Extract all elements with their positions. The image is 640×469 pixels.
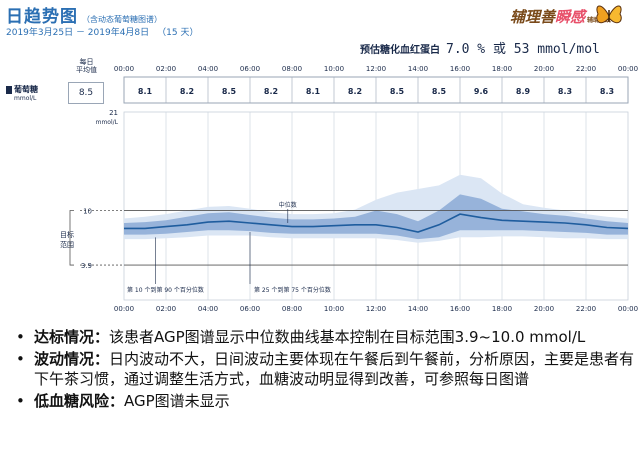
x-tick-label-bottom: 22:00 <box>576 305 596 313</box>
y-tick-3-9: 3.9 <box>81 262 92 270</box>
daily-avg-value: 8.5 <box>432 87 447 96</box>
x-tick-label: 02:00 <box>156 65 176 73</box>
days-count: （15 天） <box>157 28 199 38</box>
band-25-75 <box>124 194 628 240</box>
glucose-unit: mmol/L <box>14 95 37 102</box>
x-tick-label: 18:00 <box>492 65 512 73</box>
butterfly-icon <box>596 5 622 24</box>
date-range: 2019年3月25日 － 2019年4月8日 （15 天） <box>6 25 199 38</box>
x-tick-label-bottom: 14:00 <box>408 305 428 313</box>
daily-avg-label-2: 平均值 <box>76 66 97 74</box>
x-tick-label: 06:00 <box>240 65 260 73</box>
x-tick-label: 08:00 <box>282 65 302 73</box>
daily-avg-label-1: 每日 <box>79 58 94 66</box>
daily-avg-value: 8.5 <box>390 87 405 96</box>
logo-text-b: 瞬感 <box>555 8 586 26</box>
title-subtitle: （含动态葡萄糖图谱） <box>82 15 162 24</box>
daily-avg-value: 8.3 <box>558 87 572 96</box>
note-fluctuation-key: 波动情况： <box>34 350 110 368</box>
glucose-row-label: 葡萄糖 mmol/L <box>6 84 38 102</box>
daily-avg-value: 8.2 <box>348 87 362 96</box>
x-tick-label: 20:00 <box>534 65 554 73</box>
hba1c-label: 预估糖化血红蛋白 <box>360 45 440 56</box>
hba1c-value: 7.0 % 或 53 mmol/mol <box>446 42 600 57</box>
band-inner-label: 第 25 个到第 75 个百分位数 <box>254 286 331 294</box>
target-label-2: 范围 <box>60 241 74 249</box>
daily-avg-value: 8.3 <box>600 87 614 96</box>
daily-avg-header: 每日 平均值 <box>76 58 97 74</box>
band-outer-label: 第 10 个到第 90 个百分位数 <box>127 286 204 294</box>
target-range-label: 目标 范围 <box>60 230 74 250</box>
x-tick-label: 00:00 <box>114 65 134 73</box>
note-hypo-key: 低血糖风险： <box>34 392 125 410</box>
hba1c-estimate: 预估糖化血红蛋白 7.0 % 或 53 mmol/mol <box>360 38 600 57</box>
date-range-text: 2019年3月25日 － 2019年4月8日 <box>6 28 150 38</box>
daily-avg-value: 8.9 <box>516 87 531 96</box>
x-tick-label-bottom: 00:00 <box>114 305 134 313</box>
y-unit-label: mmol/L <box>96 119 119 126</box>
note-hypo-text: AGP图谱未显示 <box>124 392 230 410</box>
agp-chart: 00:00 02:00 04:00 06:00 08:00 10:00 12:00 14:00… <box>69 65 638 313</box>
percentile-bands <box>124 174 629 243</box>
x-tick-label: 22:00 <box>576 65 596 73</box>
note-fluctuation-text: 日内波动不大，日间波动主要体现在午餐后到午餐前，分析原因，主要是患者有下午茶习惯… <box>34 350 635 388</box>
median-line <box>124 213 629 233</box>
x-tick-label-bottom: 08:00 <box>282 305 302 313</box>
x-tick-label-bottom: 02:00 <box>156 305 176 313</box>
note-target-text: 该患者AGP图谱显示中位数曲线基本控制在目标范围3.9~10.0 mmol/L <box>109 328 586 346</box>
y-tick-10: 10 <box>83 207 92 215</box>
median-label: 中位数 <box>279 201 297 209</box>
x-tick-label-bottom: 04:00 <box>198 305 218 313</box>
daily-avg-row: 00:00 02:00 04:00 06:00 08:00 10:00 12:00 14:00… <box>114 65 638 104</box>
glucose-avg-box: 8.5 <box>68 82 104 104</box>
title-text: 日趋势图 <box>6 7 78 27</box>
x-tick-label: 10:00 <box>324 65 344 73</box>
daily-avg-value: 8.5 <box>222 87 237 96</box>
target-bracket <box>69 210 74 266</box>
y-tick-21: 21 <box>109 109 118 117</box>
page-title: 日趋势图 （含动态葡萄糖图谱） <box>6 2 162 27</box>
daily-avg-value: 8.2 <box>264 87 278 96</box>
x-tick-label-bottom: 16:00 <box>450 305 470 313</box>
note-target-key: 达标情况： <box>34 328 110 346</box>
daily-avg-value: 9.6 <box>474 87 489 96</box>
x-tick-label-bottom: 12:00 <box>366 305 386 313</box>
x-tick-label: 12:00 <box>366 65 386 73</box>
note-target: 达标情况：该患者AGP图谱显示中位数曲线基本控制在目标范围3.9~10.0 mm… <box>16 327 636 347</box>
note-fluctuation: 波动情况：日内波动不大，日间波动主要体现在午餐后到午餐前，分析原因，主要是患者有… <box>16 349 636 389</box>
glucose-avg-value: 8.5 <box>78 88 94 98</box>
x-tick-label-bottom: 00:00 <box>618 305 638 313</box>
x-tick-label: 14:00 <box>408 65 428 73</box>
x-tick-label: 16:00 <box>450 65 470 73</box>
daily-avg-value: 8.1 <box>306 87 321 96</box>
daily-avg-value: 8.1 <box>138 87 153 96</box>
x-tick-label-bottom: 10:00 <box>324 305 344 313</box>
x-tick-label: 00:00 <box>618 65 638 73</box>
x-tick-label-bottom: 06:00 <box>240 305 260 313</box>
logo-text-a: 辅理善 <box>510 8 556 26</box>
x-tick-label: 04:00 <box>198 65 218 73</box>
note-hypo: 低血糖风险：AGP图谱未显示 <box>16 391 636 411</box>
x-tick-label-bottom: 18:00 <box>492 305 512 313</box>
daily-avg-value: 8.2 <box>180 87 194 96</box>
x-tick-label-bottom: 20:00 <box>534 305 554 313</box>
glucose-icon <box>6 86 12 94</box>
analysis-notes: 达标情况：该患者AGP图谱显示中位数曲线基本控制在目标范围3.9~10.0 mm… <box>16 327 636 413</box>
glucose-label: 葡萄糖 <box>14 85 38 94</box>
target-label-1: 目标 <box>60 231 74 239</box>
